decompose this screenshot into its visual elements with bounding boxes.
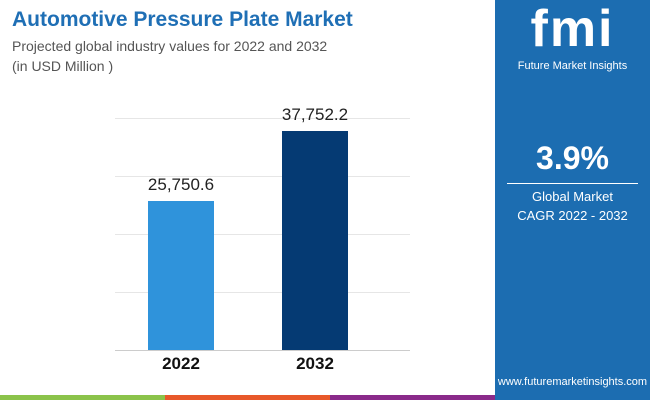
cagr-value: 3.9%: [536, 140, 609, 176]
baseline: [115, 350, 410, 351]
brand-name: Future Market Insights: [517, 60, 628, 72]
bar-2022: [148, 200, 214, 350]
data-label-2032: 37,752.2: [281, 105, 349, 125]
gridline: [115, 118, 410, 119]
bar-2032: [282, 131, 348, 350]
x-tick-2022: 2022: [162, 354, 200, 373]
fmi-logo: fmi: [530, 0, 615, 58]
stripe-purple: [330, 395, 495, 400]
website-link[interactable]: www.futuremarketinsights.com: [497, 376, 648, 388]
gridline: [115, 292, 410, 293]
cagr-label: Global Market: [532, 189, 613, 204]
gridline: [115, 176, 410, 177]
data-label-2022: 25,750.6: [147, 174, 215, 194]
stripe-orange: [165, 395, 330, 400]
gridline: [115, 234, 410, 235]
subtitle: Projected global industry values for 202…: [12, 38, 328, 54]
page-title: Automotive Pressure Plate Market: [12, 8, 353, 31]
divider: [507, 183, 638, 184]
side-panel: fmi Future Market Insights 3.9% Global M…: [495, 0, 650, 400]
x-tick-2032: 2032: [296, 354, 334, 373]
unit-note: (in USD Million ): [12, 58, 114, 74]
stripe-green: [0, 395, 165, 400]
cagr-period: CAGR 2022 - 2032: [517, 208, 628, 223]
